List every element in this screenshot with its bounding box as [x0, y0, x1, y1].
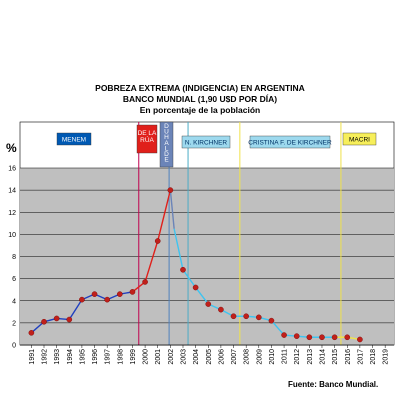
- y-tick-label-0: 0: [12, 343, 16, 350]
- x-tick-label-1997: 1997: [105, 349, 112, 365]
- data-point-2005: [205, 301, 212, 307]
- data-point-2000: [142, 279, 148, 285]
- series-line-duhalde: [169, 190, 175, 229]
- x-tick-label-2011: 2011: [282, 349, 289, 364]
- period-label-0: MENEM: [62, 137, 86, 144]
- y-tick-label-10: 10: [8, 232, 16, 239]
- data-point-2014: [319, 334, 325, 341]
- y-tick-label-8: 8: [12, 254, 16, 261]
- x-tick-label-2014: 2014: [319, 349, 326, 365]
- source-note: Fuente: Banco Mundial.: [288, 380, 379, 389]
- data-point-2003: [180, 266, 186, 273]
- data-point-2009: [256, 314, 262, 321]
- x-tick-label-2012: 2012: [294, 349, 301, 365]
- x-tick-label-1996: 1996: [92, 349, 99, 365]
- y-tick-label-14: 14: [8, 188, 16, 195]
- period-box-3: [181, 135, 231, 149]
- period-box-0: [56, 132, 92, 146]
- period-label-3: N. KIRCHNER: [185, 140, 228, 147]
- x-tick-label-2010: 2010: [269, 349, 276, 365]
- period-box-5: [342, 132, 377, 146]
- x-tick-label-2019: 2019: [383, 349, 390, 365]
- data-point-1997: [104, 296, 110, 303]
- x-tick-label-2017: 2017: [357, 349, 364, 365]
- chart-subtitle: BANCO MUNDIAL (1,90 U$D POR DÍA): [122, 94, 278, 104]
- series-line-de-la-rua: [132, 189, 172, 293]
- x-tick-label-2002: 2002: [168, 349, 175, 365]
- x-tick-label-2015: 2015: [332, 349, 339, 365]
- period-label-5: MACRI: [349, 137, 370, 144]
- chart-title: POBREZA EXTREMA (INDIGENCIA) EN ARGENTIN…: [95, 83, 305, 93]
- x-tick-label-2018: 2018: [370, 349, 377, 365]
- x-tick-label-2004: 2004: [193, 349, 200, 365]
- data-point-2012: [293, 333, 300, 339]
- x-tick-label-2006: 2006: [218, 349, 225, 365]
- y-axis-label: %: [6, 141, 17, 155]
- data-point-1999: [129, 289, 136, 295]
- x-tick-label-2000: 2000: [143, 349, 150, 365]
- period-label-4: CRISTINA F. DE KIRCHNER: [248, 140, 332, 147]
- data-point-1998: [117, 291, 123, 297]
- data-point-1996: [91, 291, 98, 297]
- data-point-2007: [230, 313, 237, 320]
- data-point-2008: [243, 313, 249, 320]
- data-point-2016: [344, 334, 351, 341]
- data-point-2002: [167, 187, 174, 193]
- x-tick-label-1995: 1995: [79, 349, 86, 365]
- period-box-4: [249, 135, 331, 149]
- data-point-1995: [79, 296, 85, 303]
- data-point-1994: [66, 316, 73, 323]
- chart-subtitle-2: En porcentaje de la población: [139, 105, 261, 115]
- x-tick-label-1994: 1994: [67, 349, 74, 365]
- period-label-1: DE LA RÚA: [138, 130, 157, 144]
- x-tick-label-1993: 1993: [54, 349, 61, 365]
- data-point-2017: [357, 336, 363, 343]
- data-point-2010: [268, 317, 275, 324]
- data-point-2013: [306, 334, 313, 341]
- y-tick-label-2: 2: [12, 320, 16, 327]
- period-box-2: [159, 121, 174, 168]
- data-point-1993: [53, 315, 60, 322]
- x-tick-label-2013: 2013: [307, 349, 314, 365]
- period-box-1: [136, 124, 158, 154]
- x-tick-label-2007: 2007: [231, 349, 238, 365]
- data-point-2001: [154, 238, 161, 244]
- x-tick-label-2008: 2008: [244, 349, 251, 365]
- y-tick-label-16: 16: [8, 166, 16, 173]
- y-tick-label-4: 4: [12, 298, 16, 305]
- y-tick-label-6: 6: [12, 276, 16, 283]
- x-tick-label-1992: 1992: [42, 349, 49, 365]
- x-tick-label-1998: 1998: [117, 349, 124, 365]
- x-tick-label-2001: 2001: [155, 349, 162, 365]
- data-point-2006: [218, 306, 224, 313]
- data-point-1991: [28, 330, 35, 336]
- data-point-2011: [281, 332, 287, 338]
- x-tick-label-1999: 1999: [130, 349, 137, 365]
- x-tick-label-1991: 1991: [29, 349, 36, 365]
- x-tick-label-2016: 2016: [345, 349, 352, 365]
- data-point-2004: [192, 284, 199, 291]
- data-point-2015: [331, 334, 338, 341]
- data-point-1992: [41, 318, 47, 325]
- y-tick-label-12: 12: [8, 210, 16, 217]
- x-tick-label-2005: 2005: [206, 349, 213, 365]
- x-tick-label-2003: 2003: [180, 349, 187, 365]
- x-tick-label-2009: 2009: [256, 349, 263, 365]
